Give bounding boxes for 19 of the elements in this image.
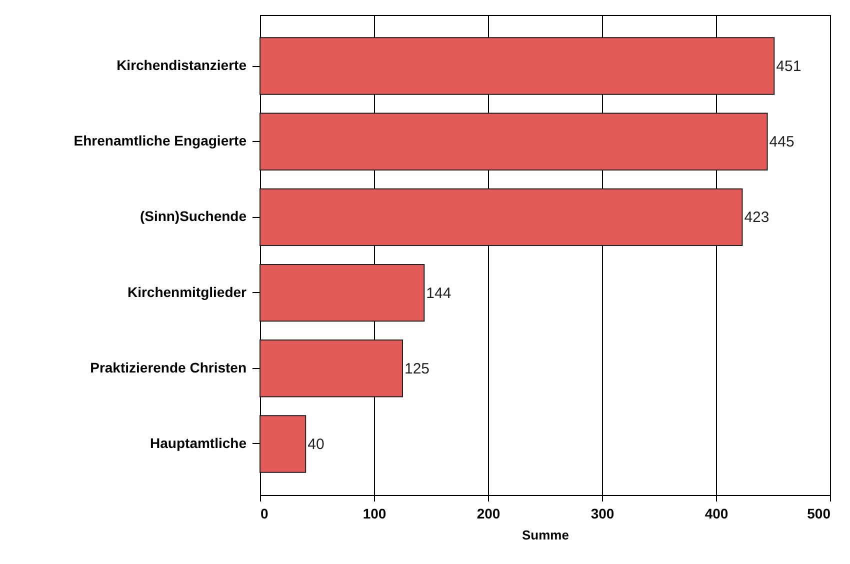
- x-tick-label: 100: [362, 506, 386, 522]
- x-tick-label: 0: [260, 506, 268, 522]
- data-label: 423: [744, 209, 770, 226]
- y-tick-label: Kirchendistanzierte: [116, 57, 247, 74]
- x-axis-title: Summe: [522, 528, 569, 542]
- x-tick-label: 500: [807, 506, 831, 522]
- x-tick-label: 200: [476, 506, 500, 522]
- data-label: 451: [776, 58, 802, 76]
- data-label: 144: [426, 284, 452, 302]
- y-tick-label: Praktizierende Christen: [90, 359, 246, 376]
- x-tick-label: 300: [590, 506, 614, 522]
- y-tick-label: Kirchenmitglieder: [127, 284, 248, 300]
- data-label: 125: [404, 360, 430, 378]
- y-tick-label: (Sinn)Suchende: [140, 208, 247, 224]
- y-tick-label: Hauptamtliche: [150, 434, 247, 451]
- y-tick-label: Ehrenamtliche Engagierte: [74, 132, 247, 149]
- x-tick-label: 400: [704, 506, 728, 522]
- data-label: 40: [308, 436, 324, 453]
- data-label: 445: [769, 134, 794, 151]
